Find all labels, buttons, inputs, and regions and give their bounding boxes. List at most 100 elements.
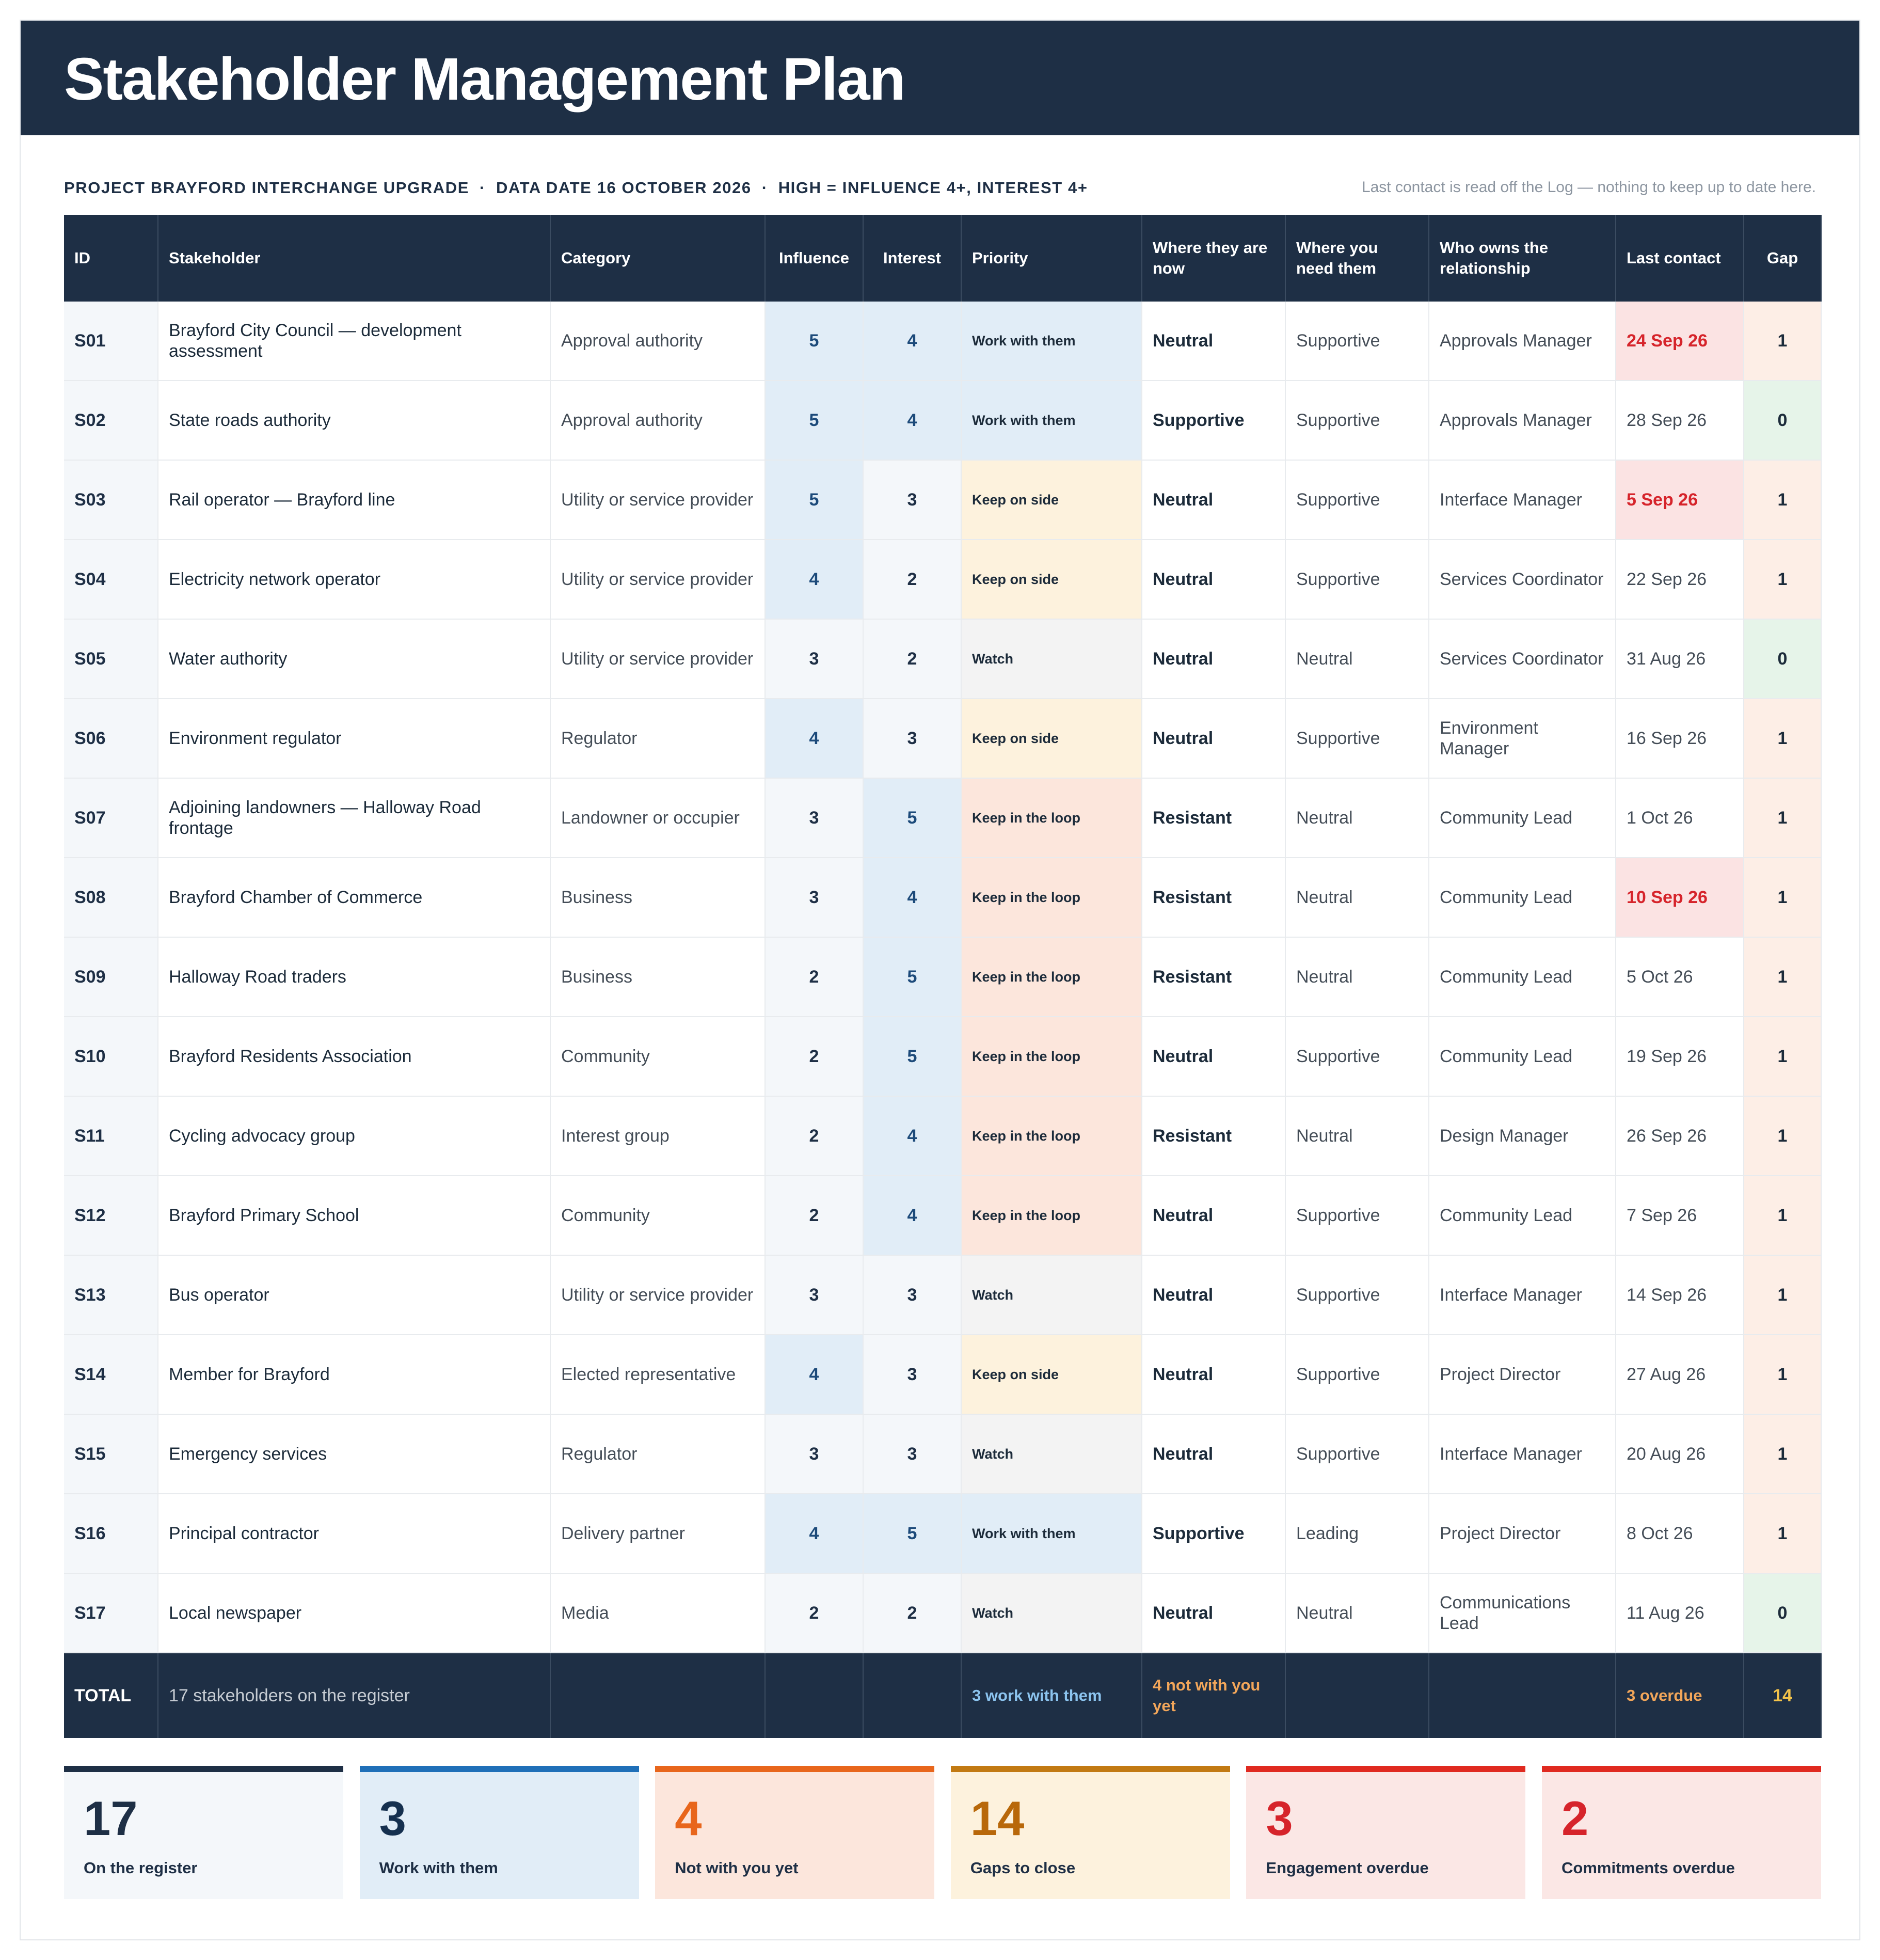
last-contact: 8 Oct 26 — [1616, 1494, 1744, 1574]
table-row[interactable]: S09 Halloway Road traders Business 2 5 Keep i… — [64, 937, 1822, 1017]
table-row[interactable]: S12 Brayford Primary School Community 2 4 Kee… — [64, 1176, 1822, 1256]
where-you-need-them: Supportive — [1285, 699, 1429, 779]
influence-score: 3 — [765, 858, 864, 938]
total-gap: 14 — [1744, 1653, 1822, 1738]
priority-rule: HIGH = INFLUENCE 4+, INTEREST 4+ — [778, 179, 1088, 197]
influence-score: 2 — [765, 937, 864, 1017]
table-row[interactable]: S10 Brayford Residents Association Communi… — [64, 1017, 1822, 1097]
meta-separator: · — [761, 179, 768, 197]
stakeholder-category: Utility or service provider — [550, 619, 766, 699]
where-they-are-now: Supportive — [1142, 1494, 1286, 1574]
where-you-need-them: Neutral — [1285, 619, 1429, 699]
priority-tag: Keep in the loop — [961, 858, 1142, 938]
priority-tag: Watch — [961, 1255, 1142, 1335]
table-row[interactable]: S17 Local newspaper Media 2 2 Watch Neutral Neu… — [64, 1573, 1822, 1653]
where-you-need-them: Leading — [1285, 1494, 1429, 1574]
gap-value: 1 — [1744, 937, 1822, 1017]
priority-tag: Work with them — [961, 1494, 1142, 1574]
table-row[interactable]: S06 Environment regulator Regulator 4 3 Keep … — [64, 699, 1822, 779]
stakeholder-name: Cycling advocacy group — [158, 1096, 551, 1176]
priority-tag: Keep in the loop — [961, 937, 1142, 1017]
where-you-need-them: Neutral — [1285, 1573, 1429, 1653]
summary-cards: 17 On the register 3 Work with them 4 Not wit… — [64, 1766, 1821, 1899]
col-header-interest[interactable]: Interest — [863, 215, 962, 302]
card-value: 2 — [1562, 1791, 1589, 1845]
table-row[interactable]: S03 Rail operator — Brayford line Utility … — [64, 460, 1822, 540]
summary-card: 2 Commitments overdue — [1542, 1766, 1821, 1899]
where-they-are-now: Resistant — [1142, 778, 1286, 858]
interest-score: 5 — [863, 778, 962, 858]
last-contact: 5 Sep 26 — [1616, 460, 1744, 540]
table-row[interactable]: S07 Adjoining landowners — Halloway Road … — [64, 778, 1822, 858]
influence-score: 3 — [765, 1255, 864, 1335]
where-you-need-them: Supportive — [1285, 460, 1429, 540]
stakeholder-id: S13 — [64, 1255, 158, 1335]
col-header-influence[interactable]: Influence — [765, 215, 864, 302]
table-row[interactable]: S15 Emergency services Regulator 3 3 Watch Neu… — [64, 1414, 1822, 1494]
gap-value: 1 — [1744, 1255, 1822, 1335]
interest-score: 5 — [863, 937, 962, 1017]
table-row[interactable]: S13 Bus operator Utility or service provid… — [64, 1255, 1822, 1335]
last-contact: 24 Sep 26 — [1616, 302, 1744, 381]
influence-score: 5 — [765, 302, 864, 381]
table-row[interactable]: S05 Water authority Utility or service pro… — [64, 619, 1822, 699]
stakeholder-id: S02 — [64, 381, 158, 461]
influence-score: 2 — [765, 1573, 864, 1653]
table-row[interactable]: S14 Member for Brayford Elected representa… — [64, 1335, 1822, 1415]
relationship-owner: Services Coordinator — [1429, 540, 1616, 620]
summary-card: 17 On the register — [64, 1766, 343, 1899]
gap-value: 1 — [1744, 1414, 1822, 1494]
card-value: 4 — [675, 1791, 702, 1845]
stakeholder-category: Utility or service provider — [550, 1255, 766, 1335]
gap-value: 1 — [1744, 1494, 1822, 1574]
stakeholder-category: Media — [550, 1573, 766, 1653]
table-row[interactable]: S16 Principal contractor Delivery partner 4… — [64, 1494, 1822, 1574]
influence-score: 2 — [765, 1096, 864, 1176]
where-you-need-them: Supportive — [1285, 540, 1429, 620]
col-header-stakeholder[interactable]: Stakeholder — [158, 215, 551, 302]
table-row[interactable]: S04 Electricity network operator Utility o… — [64, 540, 1822, 620]
card-value: 3 — [379, 1791, 406, 1845]
influence-score: 4 — [765, 1494, 864, 1574]
stakeholder-name: Electricity network operator — [158, 540, 551, 620]
col-header-priority[interactable]: Priority — [961, 215, 1142, 302]
col-header-id[interactable]: ID — [64, 215, 158, 302]
register-sheet: Stakeholder Management Plan PROJECT BRAY… — [20, 20, 1860, 1940]
priority-tag: Watch — [961, 1573, 1142, 1653]
col-header-gap[interactable]: Gap — [1744, 215, 1822, 302]
interest-score: 3 — [863, 699, 962, 779]
col-header-now[interactable]: Where they are now — [1142, 215, 1286, 302]
table-row[interactable]: S11 Cycling advocacy group Interest group 2… — [64, 1096, 1822, 1176]
stakeholder-name: State roads authority — [158, 381, 551, 461]
title-banner: Stakeholder Management Plan — [21, 21, 1859, 135]
col-header-need[interactable]: Where you need them — [1285, 215, 1429, 302]
stakeholder-name: Adjoining landowners — Halloway Road fro… — [158, 778, 551, 858]
col-header-owner[interactable]: Who owns the relationship — [1429, 215, 1616, 302]
stakeholder-id: S01 — [64, 302, 158, 381]
meta-separator: · — [480, 179, 486, 197]
where-you-need-them: Neutral — [1285, 778, 1429, 858]
table-row[interactable]: S08 Brayford Chamber of Commerce Business 3… — [64, 858, 1822, 938]
relationship-owner: Design Manager — [1429, 1096, 1616, 1176]
influence-score: 2 — [765, 1017, 864, 1097]
table-row[interactable]: S01 Brayford City Council — development a… — [64, 302, 1822, 381]
col-header-last-contact[interactable]: Last contact — [1616, 215, 1744, 302]
relationship-owner: Community Lead — [1429, 778, 1616, 858]
table-row[interactable]: S02 State roads authority Approval authori… — [64, 381, 1822, 461]
card-value: 14 — [970, 1791, 1025, 1845]
interest-score: 5 — [863, 1017, 962, 1097]
where-you-need-them: Supportive — [1285, 1335, 1429, 1415]
influence-score: 3 — [765, 778, 864, 858]
stakeholder-category: Landowner or occupier — [550, 778, 766, 858]
priority-tag: Watch — [961, 619, 1142, 699]
influence-score: 4 — [765, 699, 864, 779]
total-empty — [863, 1653, 962, 1738]
where-you-need-them: Supportive — [1285, 302, 1429, 381]
where-you-need-them: Neutral — [1285, 1096, 1429, 1176]
total-label: TOTAL — [64, 1653, 158, 1738]
influence-score: 3 — [765, 1414, 864, 1494]
summary-card: 4 Not with you yet — [655, 1766, 935, 1899]
influence-score: 2 — [765, 1176, 864, 1256]
log-note: Last contact is read off the Log — nothi… — [1361, 179, 1816, 196]
col-header-category[interactable]: Category — [550, 215, 766, 302]
